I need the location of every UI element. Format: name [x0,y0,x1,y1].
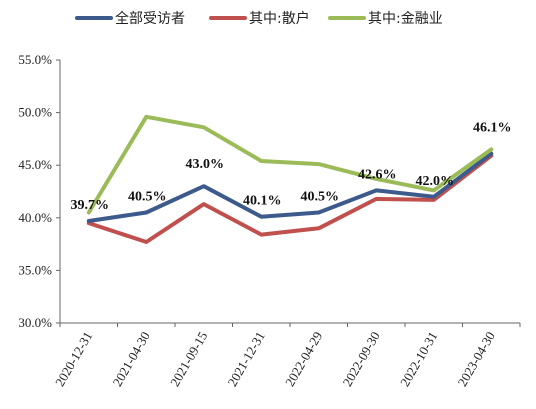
y-tick-label: 55.0% [18,52,52,67]
x-tick-label: 2022-09-30 [340,329,383,389]
x-tick-label: 2022-10-31 [397,329,440,389]
legend-label-1: 其中:散户 [249,10,310,27]
y-tick-label: 45.0% [18,157,52,172]
y-tick-label: 50.0% [18,105,52,120]
x-tick-label: 2023-04-30 [455,329,498,389]
data-label: 40.1% [243,194,282,209]
data-label: 40.5% [301,190,340,205]
series-line-2 [86,114,494,215]
y-tick-label: 30.0% [18,315,52,330]
data-labels: 39.7% 40.5% 43.0% 40.1% 40.5% 42.6% 42.0% 46.1% [71,121,512,213]
series-layer [86,114,494,244]
legend-label-2: 其中:金融业 [368,11,443,27]
y-tick-label: 35.0% [18,262,52,277]
data-label: 39.7% [71,198,110,213]
y-tick-label: 40.0% [18,210,52,225]
data-label: 43.0% [186,157,225,172]
x-tick-label: 2020-12-31 [52,329,95,389]
x-tick-label: 2021-04-30 [110,329,153,389]
series-line-1 [86,153,494,244]
data-label: 42.0% [416,174,455,189]
x-tick-label: 2022-04-29 [282,329,325,389]
legend: 全部受访者 其中:散户 其中:金融业 [75,10,443,27]
series-line-0 [86,151,494,223]
legend-label-0: 全部受访者 [115,10,185,27]
x-tick-label: 2021-12-31 [225,329,268,389]
data-label: 46.1% [473,121,512,136]
data-label: 40.5% [128,190,167,205]
x-tick-label: 2021-09-15 [167,329,210,389]
data-label: 42.6% [358,167,397,182]
